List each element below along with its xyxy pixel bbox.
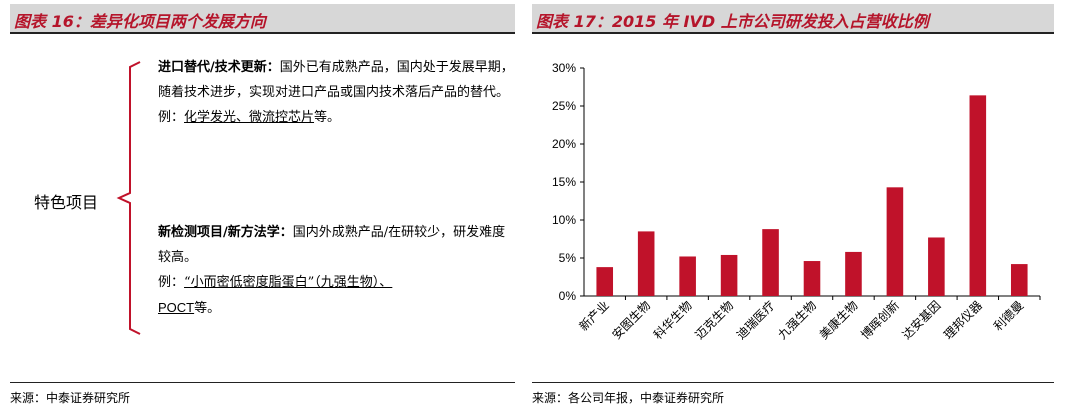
example-prefix: 例： [158,110,185,125]
rd-ratio-bar-chart: 0% 5% 10% 15% 20% 25% 30% 新产业安图生物科华生物迈克生物迪瑞医疗九强… [552,61,1041,343]
example-link-poct[interactable]: POCT [158,300,195,315]
bar-5 [762,229,779,296]
y-tick-label: 5% [559,251,577,265]
x-tick-label: 迈克生物 [692,298,736,342]
example-suffix: 等。 [194,301,221,316]
example-suffix: 等。 [314,110,341,125]
bar-7 [845,251,862,296]
right-title-bar: 图表 17：2015 年 IVD 上市公司研发投入占营收比例 [532,4,1054,34]
x-tick-label: 九强生物 [775,298,819,342]
x-tick-label: 迪瑞医疗 [734,298,778,342]
right-figure-title: 图表 17：2015 年 IVD 上市公司研发投入占营收比例 [536,12,929,31]
y-tick-label: 20% [552,137,576,151]
y-tick-label: 30% [552,61,576,75]
y-tick-label: 0% [559,289,577,303]
left-panel: 图表 16：差异化项目两个发展方向 特色项目 进口替代/技术更新：国外已有成熟产… [10,0,515,411]
x-tick-label: 理邦仪器 [941,298,985,342]
bar-1 [596,267,614,296]
bar-8 [886,187,904,296]
x-tick-label: 博晖创新 [857,298,902,343]
feature-label: 特色项目 [34,193,99,212]
x-tick-label: 利德曼 [990,298,1026,334]
brace-icon [116,61,141,335]
y-tick-label: 15% [552,175,576,189]
bar-6 [803,261,821,296]
x-tick-label: 新产业 [576,298,612,334]
x-tick-label: 美康生物 [816,298,861,343]
y-tick-label: 10% [552,213,576,227]
bar-2 [637,231,655,296]
example-prefix: 例： [158,275,185,290]
y-tick-label: 25% [552,99,576,113]
left-figure-title: 图表 16：差异化项目两个发展方向 [14,12,266,31]
bar-10 [969,95,987,296]
x-tick-label: 安图生物 [609,298,654,343]
import-replacement-heading: 进口替代/技术更新： [158,60,280,75]
x-tick-label: 科华生物 [651,298,695,342]
example-link-sdldl[interactable]: “小而密低密度脂蛋白”（九强生物）、 [184,275,393,290]
example-link-chemiluminescence[interactable]: 化学发光、微流控芯片 [184,110,315,125]
x-tick-label: 达安基因 [899,298,944,343]
bar-3 [679,256,696,296]
right-panel: 图表 17：2015 年 IVD 上市公司研发投入占营收比例 0% 5% 10% 15… [532,0,1054,411]
bar-11 [1010,264,1028,296]
bar-9 [928,237,945,296]
left-source: 来源：中泰证券研究所 [10,391,131,405]
right-source: 来源：各公司年报，中泰证券研究所 [532,391,725,405]
bar-4 [720,254,738,296]
left-title-bar: 图表 16：差异化项目两个发展方向 [10,4,515,34]
import-replacement-block: 进口替代/技术更新：国外已有成熟产品，国内处于发展早期，随着技术进步，实现对进口… [158,55,514,130]
new-test-body: 国内外成熟产品/在研较少，研发难度较高。 [158,225,506,265]
right-source-divider [532,382,1054,383]
import-replacement-body: 国外已有成熟产品，国内处于发展早期，随着技术进步，实现对进口产品或国内技术落后产… [158,60,514,100]
new-test-block: 新检测项目/新方法学：国内外成熟产品/在研较少，研发难度较高。 例：“小而密低密… [158,220,514,321]
left-source-divider [10,382,515,383]
new-test-heading: 新检测项目/新方法学： [158,225,293,240]
